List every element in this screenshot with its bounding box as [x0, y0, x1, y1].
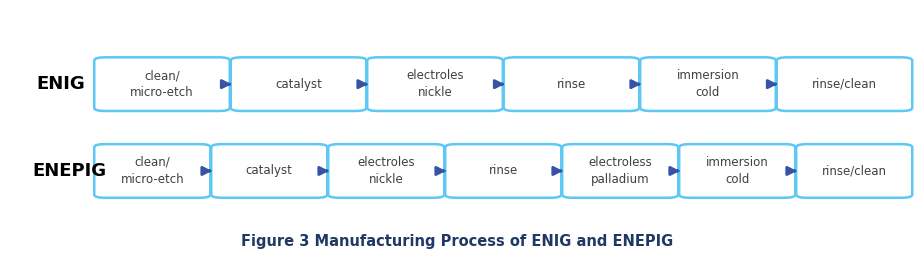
FancyBboxPatch shape — [94, 144, 210, 198]
FancyBboxPatch shape — [562, 144, 678, 198]
Text: ENIG: ENIG — [37, 75, 85, 93]
Text: electroles
nickle: electroles nickle — [358, 156, 415, 186]
FancyBboxPatch shape — [211, 144, 328, 198]
FancyBboxPatch shape — [796, 144, 912, 198]
Text: rinse: rinse — [557, 78, 587, 91]
Text: electroles
nickle: electroles nickle — [406, 69, 464, 99]
FancyBboxPatch shape — [640, 57, 776, 111]
FancyBboxPatch shape — [446, 144, 561, 198]
FancyBboxPatch shape — [94, 57, 230, 111]
FancyBboxPatch shape — [503, 57, 640, 111]
FancyBboxPatch shape — [367, 57, 503, 111]
Text: clean/
micro-etch: clean/ micro-etch — [121, 156, 184, 186]
Text: rinse/clean: rinse/clean — [812, 78, 877, 91]
Text: Figure 3 Manufacturing Process of ENIG and ENEPIG: Figure 3 Manufacturing Process of ENIG a… — [242, 234, 673, 250]
Text: immersion
cold: immersion cold — [705, 156, 769, 186]
Text: rinse/clean: rinse/clean — [822, 164, 887, 178]
Text: rinse: rinse — [489, 164, 518, 178]
Text: immersion
cold: immersion cold — [676, 69, 739, 99]
FancyBboxPatch shape — [777, 57, 912, 111]
Text: ENEPIG: ENEPIG — [32, 162, 106, 180]
FancyBboxPatch shape — [328, 144, 445, 198]
Text: clean/
micro-etch: clean/ micro-etch — [130, 69, 194, 99]
Text: catalyst: catalyst — [246, 164, 293, 178]
Text: catalyst: catalyst — [275, 78, 322, 91]
FancyBboxPatch shape — [231, 57, 366, 111]
Text: electroless
palladium: electroless palladium — [588, 156, 652, 186]
FancyBboxPatch shape — [679, 144, 795, 198]
